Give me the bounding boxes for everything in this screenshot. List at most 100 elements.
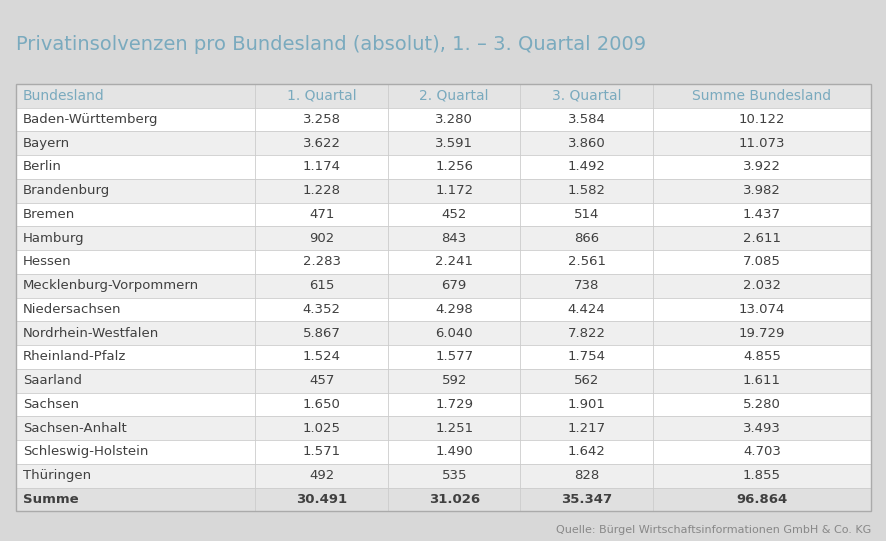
Text: 3.982: 3.982 bbox=[742, 184, 780, 197]
Text: 1.492: 1.492 bbox=[567, 161, 605, 174]
Bar bbox=[16, 250, 870, 274]
Bar bbox=[16, 393, 870, 416]
Text: 2.283: 2.283 bbox=[302, 255, 340, 268]
Text: Niedersachsen: Niedersachsen bbox=[23, 303, 121, 316]
Text: 11.073: 11.073 bbox=[738, 137, 784, 150]
Bar bbox=[16, 84, 870, 511]
Text: 1.611: 1.611 bbox=[742, 374, 781, 387]
Text: 3.860: 3.860 bbox=[567, 137, 605, 150]
Text: 1.642: 1.642 bbox=[567, 445, 605, 458]
Text: Hessen: Hessen bbox=[23, 255, 72, 268]
Text: 1. Quartal: 1. Quartal bbox=[286, 89, 356, 103]
Text: 2. Quartal: 2. Quartal bbox=[419, 89, 488, 103]
Text: 5.280: 5.280 bbox=[742, 398, 780, 411]
Text: 1.256: 1.256 bbox=[435, 161, 472, 174]
Text: 10.122: 10.122 bbox=[738, 113, 784, 126]
Text: 7.085: 7.085 bbox=[742, 255, 780, 268]
Bar bbox=[16, 369, 870, 393]
Text: Mecklenburg-Vorpommern: Mecklenburg-Vorpommern bbox=[23, 279, 198, 292]
Text: 1.650: 1.650 bbox=[302, 398, 340, 411]
Text: 96.864: 96.864 bbox=[735, 493, 787, 506]
Text: 1.437: 1.437 bbox=[742, 208, 781, 221]
Text: Saarland: Saarland bbox=[23, 374, 82, 387]
Text: 457: 457 bbox=[308, 374, 334, 387]
Text: Privatinsolvenzen pro Bundesland (absolut), 1. – 3. Quartal 2009: Privatinsolvenzen pro Bundesland (absolu… bbox=[16, 35, 645, 54]
Text: 2.032: 2.032 bbox=[742, 279, 781, 292]
Text: 492: 492 bbox=[308, 469, 334, 482]
Bar bbox=[16, 298, 870, 321]
Bar bbox=[16, 321, 870, 345]
Bar bbox=[16, 131, 870, 155]
Text: 13.074: 13.074 bbox=[738, 303, 784, 316]
Text: 679: 679 bbox=[441, 279, 466, 292]
Text: 5.867: 5.867 bbox=[302, 327, 340, 340]
Text: 30.491: 30.491 bbox=[296, 493, 346, 506]
Text: 1.025: 1.025 bbox=[302, 421, 340, 434]
Text: 1.174: 1.174 bbox=[302, 161, 340, 174]
Text: 514: 514 bbox=[573, 208, 599, 221]
Text: 4.703: 4.703 bbox=[742, 445, 780, 458]
Text: 1.490: 1.490 bbox=[435, 445, 472, 458]
Text: 2.611: 2.611 bbox=[742, 232, 781, 245]
Text: 19.729: 19.729 bbox=[738, 327, 784, 340]
Text: 1.901: 1.901 bbox=[567, 398, 605, 411]
Text: 615: 615 bbox=[308, 279, 334, 292]
Text: Hamburg: Hamburg bbox=[23, 232, 84, 245]
Text: 2.241: 2.241 bbox=[435, 255, 472, 268]
Text: Rheinland-Pfalz: Rheinland-Pfalz bbox=[23, 351, 126, 364]
Text: 4.298: 4.298 bbox=[435, 303, 472, 316]
Text: 3.922: 3.922 bbox=[742, 161, 781, 174]
Text: Nordrhein-Westfalen: Nordrhein-Westfalen bbox=[23, 327, 159, 340]
Text: 1.855: 1.855 bbox=[742, 469, 781, 482]
Text: 3.584: 3.584 bbox=[567, 113, 605, 126]
Text: 1.577: 1.577 bbox=[435, 351, 473, 364]
Text: 3.280: 3.280 bbox=[435, 113, 472, 126]
Text: Berlin: Berlin bbox=[23, 161, 62, 174]
Text: 6.040: 6.040 bbox=[435, 327, 472, 340]
Text: 1.217: 1.217 bbox=[567, 421, 605, 434]
Text: 562: 562 bbox=[573, 374, 599, 387]
Text: 535: 535 bbox=[441, 469, 466, 482]
Text: 738: 738 bbox=[573, 279, 599, 292]
Text: 452: 452 bbox=[441, 208, 466, 221]
Text: Thüringen: Thüringen bbox=[23, 469, 91, 482]
Bar bbox=[16, 416, 870, 440]
Text: 3. Quartal: 3. Quartal bbox=[551, 89, 621, 103]
Text: Brandenburg: Brandenburg bbox=[23, 184, 110, 197]
Bar bbox=[16, 345, 870, 369]
Text: 1.754: 1.754 bbox=[567, 351, 605, 364]
Bar bbox=[16, 487, 870, 511]
Text: 4.424: 4.424 bbox=[567, 303, 605, 316]
Text: 1.172: 1.172 bbox=[435, 184, 473, 197]
Text: 828: 828 bbox=[573, 469, 599, 482]
Text: 3.258: 3.258 bbox=[302, 113, 340, 126]
Bar bbox=[16, 202, 870, 226]
Text: 4.352: 4.352 bbox=[302, 303, 340, 316]
Text: Schleswig-Holstein: Schleswig-Holstein bbox=[23, 445, 148, 458]
Text: 1.571: 1.571 bbox=[302, 445, 340, 458]
Text: 1.524: 1.524 bbox=[302, 351, 340, 364]
Text: Baden-Württemberg: Baden-Württemberg bbox=[23, 113, 158, 126]
Text: Bremen: Bremen bbox=[23, 208, 75, 221]
Text: 31.026: 31.026 bbox=[428, 493, 479, 506]
Text: Bundesland: Bundesland bbox=[23, 89, 105, 103]
Text: 592: 592 bbox=[441, 374, 466, 387]
Text: 1.228: 1.228 bbox=[302, 184, 340, 197]
Text: Sachsen-Anhalt: Sachsen-Anhalt bbox=[23, 421, 127, 434]
Bar bbox=[16, 440, 870, 464]
Bar bbox=[16, 179, 870, 202]
Text: Summe Bundesland: Summe Bundesland bbox=[692, 89, 831, 103]
Bar bbox=[16, 464, 870, 487]
Text: Sachsen: Sachsen bbox=[23, 398, 79, 411]
Text: 1.729: 1.729 bbox=[435, 398, 472, 411]
Text: 35.347: 35.347 bbox=[561, 493, 611, 506]
Text: 3.622: 3.622 bbox=[302, 137, 340, 150]
Bar bbox=[16, 108, 870, 131]
Text: 843: 843 bbox=[441, 232, 466, 245]
Text: Quelle: Bürgel Wirtschaftsinformationen GmbH & Co. KG: Quelle: Bürgel Wirtschaftsinformationen … bbox=[556, 525, 870, 535]
Text: 3.493: 3.493 bbox=[742, 421, 780, 434]
Bar bbox=[16, 84, 870, 511]
Bar bbox=[16, 84, 870, 108]
Bar bbox=[16, 274, 870, 298]
Text: 4.855: 4.855 bbox=[742, 351, 780, 364]
